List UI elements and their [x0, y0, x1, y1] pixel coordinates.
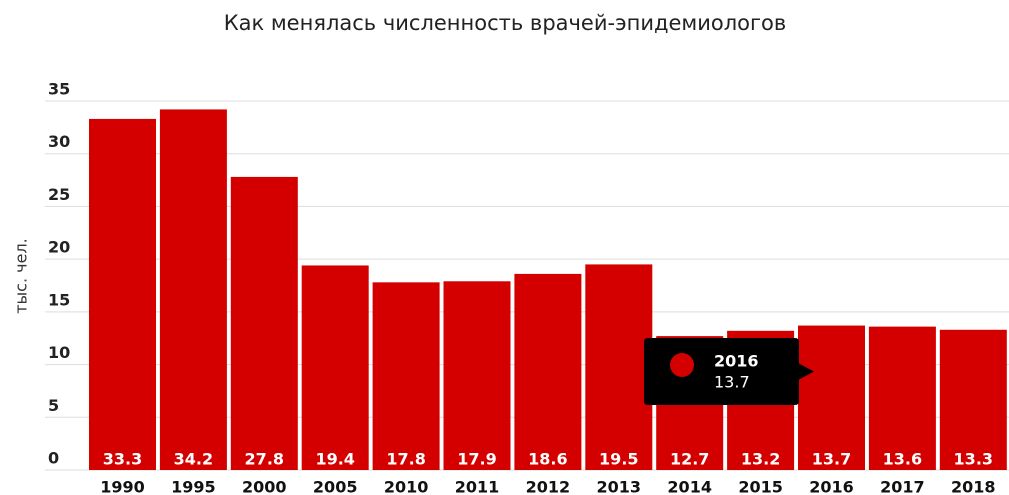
bar: [301, 265, 369, 470]
value-label: 17.9: [457, 450, 496, 469]
y-tick-label: 20: [48, 238, 70, 257]
x-tick-label: 2014: [667, 478, 712, 495]
tooltip-category: 2016: [714, 352, 759, 371]
tooltip-marker: [670, 353, 694, 377]
y-axis-label: тыс. чел.: [12, 238, 31, 314]
x-tick-label: 2005: [313, 478, 358, 495]
bar: [230, 176, 298, 470]
value-label: 19.5: [599, 450, 638, 469]
x-tick-label: 2011: [455, 478, 500, 495]
value-label: 19.4: [315, 450, 354, 469]
x-tick-label: 1990: [100, 478, 145, 495]
x-tick-label: 2016: [809, 478, 854, 495]
x-tick-label: 1995: [171, 478, 216, 495]
value-label: 13.7: [812, 450, 851, 469]
bar: [585, 264, 653, 470]
y-tick-label: 10: [48, 343, 70, 362]
y-tick-label: 5: [48, 396, 59, 415]
value-label: 13.2: [741, 450, 780, 469]
y-tick-label: 25: [48, 185, 70, 204]
value-label: 13.3: [954, 450, 993, 469]
tooltip-box: [644, 338, 814, 405]
value-label: 13.6: [883, 450, 922, 469]
bar: [372, 282, 440, 470]
bar: [939, 329, 1007, 470]
value-label: 18.6: [528, 450, 567, 469]
x-tick-label: 2000: [242, 478, 287, 495]
y-tick-label: 35: [48, 80, 70, 99]
tooltip: 2016 13.7: [644, 338, 814, 405]
value-label: 34.2: [174, 450, 213, 469]
bar: [868, 326, 936, 470]
x-tick-label: 2018: [951, 478, 996, 495]
x-tick-label: 2010: [384, 478, 429, 495]
tooltip-value: 13.7: [714, 373, 750, 392]
bar: [514, 273, 582, 470]
bar: [798, 325, 865, 470]
value-label: 17.8: [386, 450, 425, 469]
y-tick-label: 15: [48, 290, 70, 309]
value-label: 33.3: [103, 450, 142, 469]
y-tick-label: 30: [48, 132, 70, 151]
value-label: 12.7: [670, 450, 709, 469]
x-tick-label: 2015: [738, 478, 783, 495]
chart-title: Как менялась численность врачей-эпидемио…: [224, 11, 787, 35]
x-tick-label: 2013: [597, 478, 642, 495]
x-tick-label: 2017: [880, 478, 925, 495]
bar: [443, 281, 511, 470]
bar: [89, 118, 156, 471]
y-tick-label: 0: [48, 449, 59, 468]
bar: [159, 109, 227, 470]
x-tick-label: 2012: [526, 478, 571, 495]
value-label: 27.8: [245, 450, 284, 469]
